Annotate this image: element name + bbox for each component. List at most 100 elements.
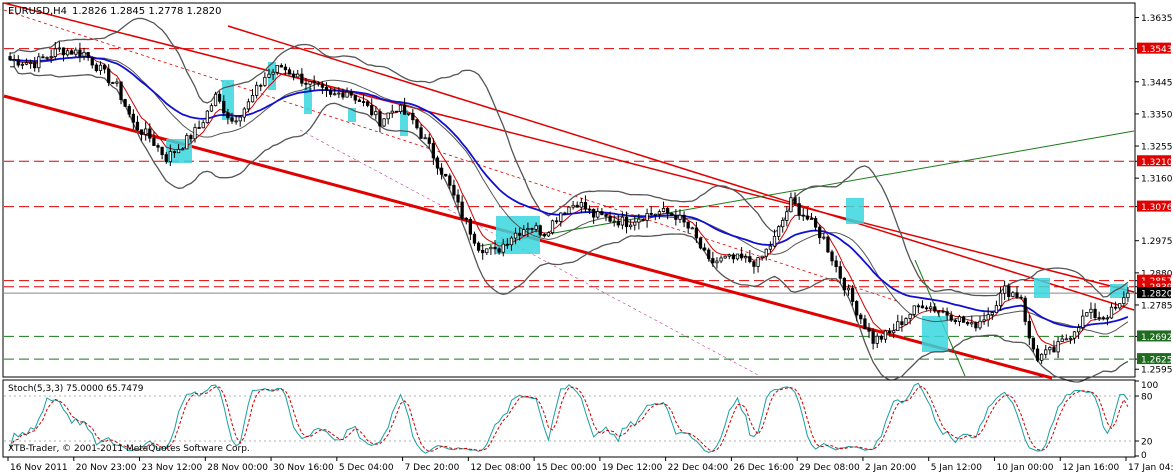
candle-body [793, 197, 797, 205]
candle-body [345, 91, 349, 98]
candle-143 [596, 207, 600, 219]
price-tick-label-9: 1.2880 [1141, 269, 1173, 279]
candle-40 [172, 150, 177, 158]
price-tag-12 [1137, 287, 1171, 299]
time-tick-label-5: 5 Dec 04:00 [339, 463, 394, 473]
candle-110 [460, 195, 464, 220]
candle-61 [259, 83, 263, 92]
stochastic-pane-frame [2, 379, 1136, 458]
candle-body [768, 245, 773, 250]
candle-179 [744, 253, 748, 263]
candle-body [427, 137, 431, 144]
candle-body [33, 62, 37, 69]
price-tick-label-16: 1.2595 [1141, 366, 1173, 376]
price-pane[interactable]: EURUSD,H4 1.2826 1.2845 1.2778 1.2820 [2, 2, 1136, 383]
candle-body [1035, 348, 1040, 361]
candle-35 [152, 131, 156, 146]
candle-body [160, 146, 164, 156]
candle-142 [592, 208, 596, 224]
candle-body [645, 213, 649, 221]
candle-body [176, 148, 181, 154]
highlight-box-10 [1110, 284, 1128, 298]
candle-93 [390, 104, 394, 118]
candle-199 [826, 235, 830, 253]
candle-body [875, 335, 879, 344]
candle-104 [435, 155, 440, 175]
candle-252 [1044, 344, 1048, 359]
candle-99 [415, 118, 419, 130]
candle-98 [411, 109, 415, 125]
candle-230 [953, 318, 957, 325]
candle-body [776, 226, 781, 237]
candle-body [57, 47, 62, 50]
candle-body [616, 220, 620, 226]
candle-90 [378, 108, 382, 133]
candle-body [102, 64, 107, 70]
candle-269 [1113, 301, 1118, 311]
candle-211 [875, 333, 879, 349]
candle-body [744, 256, 748, 259]
candle-body [719, 257, 723, 262]
candle-body [61, 47, 66, 56]
candle-218 [904, 317, 908, 326]
time-tick-label-16: 12 Jan 16:00 [1062, 463, 1119, 473]
candle-50 [213, 91, 218, 107]
candle-116 [485, 248, 489, 256]
time-tick-label-3: 28 Nov 00:00 [207, 463, 268, 473]
time-tick-label-8: 15 Dec 00:00 [536, 463, 597, 473]
candle-38 [164, 151, 168, 164]
candle-body [682, 214, 686, 223]
candle-45 [193, 123, 197, 143]
stoch-tick-label-3: 0 [1141, 451, 1147, 461]
candle-body [982, 319, 986, 322]
candle-body [53, 48, 57, 57]
candle-body [1064, 338, 1068, 341]
candle-body [164, 154, 168, 163]
candle-221 [916, 303, 920, 314]
candle-13 [61, 47, 66, 62]
candle-197 [818, 224, 822, 245]
candle-34 [148, 123, 152, 143]
candle-body [674, 214, 678, 220]
candle-107 [448, 173, 452, 190]
candle-body [394, 110, 399, 113]
price-tick-label-6: 1.3160 [1141, 175, 1173, 185]
candle-body [620, 216, 625, 226]
stoch-signal-line [9, 385, 1129, 452]
candle-187 [776, 225, 781, 241]
price-tag-label-7: 1.3076 [1141, 203, 1173, 213]
candle-215 [892, 323, 896, 339]
candle-88 [370, 98, 374, 117]
candle-body [193, 127, 197, 140]
candle-19 [86, 51, 90, 61]
candle-body [1003, 285, 1007, 294]
candle-141 [587, 205, 592, 215]
price-tag-label-12: 1.2820 [1141, 290, 1173, 300]
price-tag-label-5: 1.3210 [1141, 158, 1173, 168]
band-upper [10, 17, 1129, 298]
candle-69 [292, 70, 296, 81]
candle-body [135, 121, 140, 131]
candle-111 [464, 216, 468, 225]
stochastic-pane[interactable]: Stoch(5,3,3) 75.0000 65.7479 XTB-Trader,… [2, 379, 1136, 458]
candle-body [308, 81, 312, 85]
candle-body [596, 211, 600, 218]
candle-160 [666, 206, 670, 220]
candle-8 [41, 53, 45, 59]
candle-body [879, 335, 883, 340]
candle-6 [33, 57, 37, 72]
candle-191 [793, 192, 797, 206]
candle-144 [600, 207, 604, 216]
candle-body [937, 310, 941, 313]
candle-100 [419, 124, 423, 139]
candle-237 [982, 312, 986, 325]
candle-body [604, 214, 608, 217]
candle-body [1126, 292, 1130, 299]
candle-117 [489, 244, 493, 255]
channel-mid-dashed [3, 9, 901, 303]
candle-body [587, 208, 592, 211]
candle-body [390, 110, 394, 114]
candle-268 [1109, 302, 1114, 320]
price-axis: 1.3635 1.3543 1.3445 1.3350 1.3255 1.3210 1.31… [1135, 14, 1173, 376]
